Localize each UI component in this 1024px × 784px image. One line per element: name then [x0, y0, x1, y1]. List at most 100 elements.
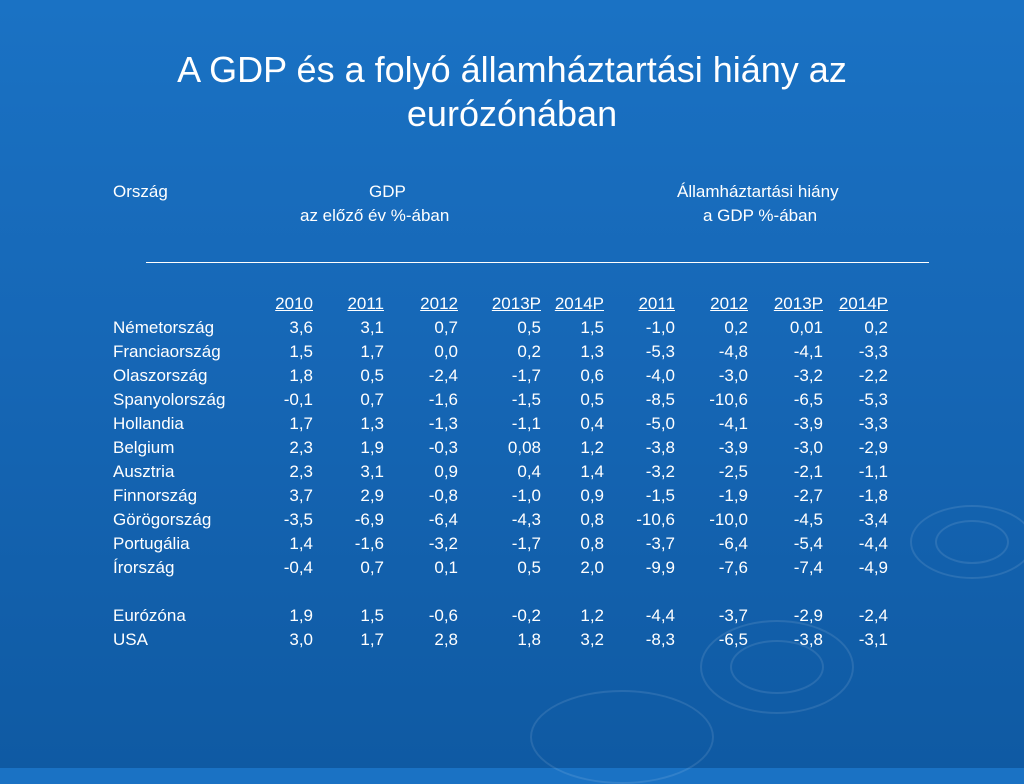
table-value: 1,2: [580, 438, 604, 457]
table-value: -4,4: [645, 606, 675, 625]
year-header: 2010: [275, 294, 313, 313]
table-value: 1,7: [360, 342, 384, 361]
table-value: -2,9: [858, 438, 888, 457]
table-value: 2,9: [360, 486, 384, 505]
table-value: 2,0: [580, 558, 604, 577]
slide-title-line: A GDP és a folyó államháztartási hiány a…: [177, 49, 847, 90]
decorative-ripple: [700, 620, 854, 714]
table-value: -7,4: [793, 558, 823, 577]
decorative-ripple: [910, 505, 1024, 579]
table-value: -1,5: [511, 390, 541, 409]
table-value: 3,2: [580, 630, 604, 649]
table-value: -3,7: [645, 534, 675, 553]
table-value: -0,1: [283, 390, 313, 409]
table-value: -3,9: [718, 438, 748, 457]
table-value: -3,0: [793, 438, 823, 457]
table-value: 3,1: [360, 318, 384, 337]
table-value: -2,2: [858, 366, 888, 385]
table-value: -10,6: [709, 390, 748, 409]
table-value: -4,1: [718, 414, 748, 433]
table-value: 0,5: [360, 366, 384, 385]
table-value: 0,9: [580, 486, 604, 505]
table-value: 3,6: [289, 318, 313, 337]
table-value: -6,4: [428, 510, 458, 529]
country-name: Eurózóna: [113, 606, 186, 625]
table-value: -1,7: [511, 534, 541, 553]
table-value: -3,5: [283, 510, 313, 529]
country-name: Spanyolország: [113, 390, 226, 409]
table-value: 0,8: [580, 534, 604, 553]
table-value: -1,0: [645, 318, 675, 337]
table-value: 0,2: [517, 342, 541, 361]
table-value: -1,5: [645, 486, 675, 505]
year-header: 2013P: [773, 294, 823, 313]
table-value: 0,2: [864, 318, 888, 337]
table-value: -4,9: [858, 558, 888, 577]
header-gdp-sub: az előző év %-ában: [300, 206, 450, 225]
table-value: 2,3: [289, 462, 313, 481]
header-divider: [146, 262, 929, 263]
table-value: -4,3: [511, 510, 541, 529]
table-value: -3,2: [645, 462, 675, 481]
table-value: 1,3: [580, 342, 604, 361]
table-value: 1,4: [289, 534, 313, 553]
table-value: -5,3: [858, 390, 888, 409]
table-value: -0,3: [428, 438, 458, 457]
table-value: 1,7: [289, 414, 313, 433]
table-value: -3,3: [858, 342, 888, 361]
table-value: 1,3: [360, 414, 384, 433]
country-name: Finnország: [113, 486, 198, 505]
table-value: -3,2: [793, 366, 823, 385]
header-gdp: GDP: [369, 182, 406, 201]
table-value: -10,0: [709, 510, 748, 529]
table-value: -7,6: [718, 558, 748, 577]
year-header: 2011: [347, 294, 384, 313]
table-value: -6,9: [354, 510, 384, 529]
table-value: 0,9: [434, 462, 458, 481]
table-value: 0,0: [434, 342, 458, 361]
table-value: -6,5: [718, 630, 748, 649]
country-name: Ausztria: [113, 462, 175, 481]
table-value: 0,01: [789, 318, 823, 337]
table-value: 0,7: [434, 318, 458, 337]
decorative-ripple: [530, 690, 714, 784]
table-value: -10,6: [636, 510, 675, 529]
country-name: Olaszország: [113, 366, 208, 385]
table-value: -8,3: [645, 630, 675, 649]
table-value: 1,5: [360, 606, 384, 625]
table-value: 2,3: [289, 438, 313, 457]
table-value: -1,8: [858, 486, 888, 505]
table-value: 0,7: [360, 558, 384, 577]
table-value: -6,5: [793, 390, 823, 409]
header-country: Ország: [113, 182, 168, 201]
table-value: -1,6: [428, 390, 458, 409]
table-value: 0,7: [360, 390, 384, 409]
year-header: 2014P: [838, 294, 888, 313]
table-value: 0,8: [580, 510, 604, 529]
table-value: -5,3: [645, 342, 675, 361]
table-value: -3,3: [858, 414, 888, 433]
table-value: -3,2: [428, 534, 458, 553]
table-value: -0,2: [511, 606, 541, 625]
table-value: 3,1: [360, 462, 384, 481]
country-name: Görögország: [113, 510, 212, 529]
table-value: -3,7: [718, 606, 748, 625]
table-value: -1,6: [354, 534, 384, 553]
country-name: Írország: [113, 558, 175, 577]
table-value: -1,1: [858, 462, 888, 481]
table-value: 2,8: [434, 630, 458, 649]
table-value: -2,7: [793, 486, 823, 505]
country-name: Franciaország: [113, 342, 221, 361]
table-value: -2,1: [793, 462, 823, 481]
table-value: -4,1: [793, 342, 823, 361]
table-value: -1,3: [428, 414, 458, 433]
table-value: -0,8: [428, 486, 458, 505]
table-value: 1,9: [289, 606, 313, 625]
country-name: Hollandia: [113, 414, 184, 433]
year-header: 2013P: [491, 294, 541, 313]
table-value: 1,8: [289, 366, 313, 385]
table-value: 1,7: [360, 630, 384, 649]
table-value: -3,8: [793, 630, 823, 649]
header-deficit-sub: a GDP %-ában: [703, 206, 818, 225]
table-value: -2,9: [793, 606, 823, 625]
